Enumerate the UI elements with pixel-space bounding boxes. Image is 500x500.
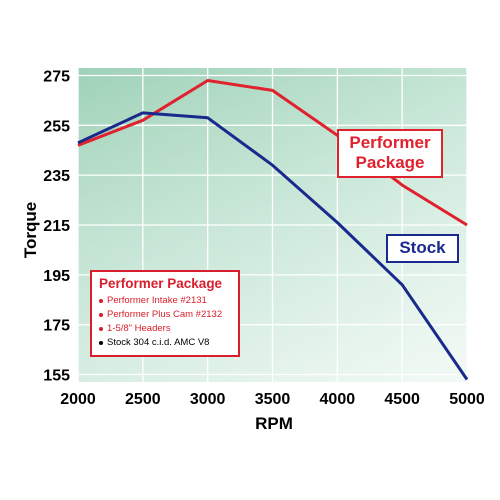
stock-series-line (77, 111, 469, 381)
legend-item: 1-5/8" Headers (99, 322, 232, 336)
x-tick-label: 3500 (255, 391, 291, 408)
legend-item-text: Performer Plus Cam #2132 (107, 309, 223, 320)
stock-series-label: Stock (386, 234, 459, 263)
legend-title: Performer Package (99, 276, 223, 291)
x-tick-label: 3000 (190, 391, 226, 408)
legend-item-text: 1-5/8" Headers (107, 323, 171, 334)
x-axis-ticks: 2000 2500 3000 3500 4000 4500 5000 (60, 391, 485, 408)
legend-item: Performer Intake #2131 (99, 294, 232, 308)
legend-item: Performer Plus Cam #2132 (99, 308, 232, 322)
x-tick-label: 5000 (449, 391, 485, 408)
legend-item: Stock 304 c.i.d. AMC V8 (99, 336, 232, 350)
legend-item-text: Stock 304 c.i.d. AMC V8 (107, 337, 210, 348)
x-tick-label: 4000 (320, 391, 356, 408)
x-tick-label: 2000 (60, 391, 96, 408)
performer-series-label-line: Package (355, 153, 425, 172)
performer-series-label-text: Performer Package (339, 133, 441, 173)
y-tick-label: 275 (43, 68, 70, 85)
bullet-icon (99, 313, 103, 317)
y-tick-label: 215 (43, 218, 70, 235)
y-tick-label: 255 (43, 118, 70, 135)
y-axis-ticks: 275 255 235 215 195 175 155 (43, 68, 70, 384)
y-tick-label: 175 (43, 318, 70, 335)
bullet-icon (99, 299, 103, 303)
bullet-icon (99, 327, 103, 331)
y-tick-label: 235 (43, 168, 70, 185)
stock-series-label-text: Stock (399, 238, 446, 257)
series-lines (77, 79, 469, 381)
x-axis-label: RPM (255, 414, 293, 433)
x-tick-label: 2500 (125, 391, 161, 408)
y-tick-label: 195 (43, 268, 70, 285)
legend-items: Performer Intake #2131 Performer Plus Cam… (99, 294, 232, 350)
y-axis-label: Torque (21, 202, 40, 258)
legend: Performer Package Performer Intake #2131… (90, 270, 240, 357)
performer-package-series-line (77, 79, 468, 227)
y-tick-label: 155 (43, 368, 70, 385)
legend-item-text: Performer Intake #2131 (107, 295, 207, 306)
performer-series-label-line: Performer (349, 133, 431, 152)
x-tick-label: 4500 (384, 391, 420, 408)
bullet-icon (99, 341, 103, 345)
performer-series-label: Performer Package (337, 129, 443, 178)
